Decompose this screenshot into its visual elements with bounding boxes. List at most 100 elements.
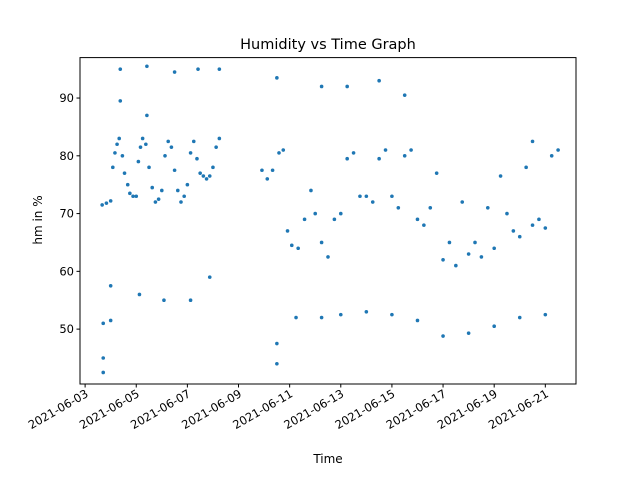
data-point (166, 139, 171, 144)
data-point (270, 168, 275, 173)
data-point (498, 174, 503, 178)
data-point (358, 194, 362, 199)
data-point (466, 331, 471, 335)
data-point (104, 201, 109, 205)
data-point (309, 188, 313, 193)
data-point (530, 139, 535, 144)
y-tick-label: 70 (59, 207, 74, 221)
data-point (364, 194, 369, 199)
y-tick-label: 50 (59, 322, 74, 336)
data-point (195, 156, 199, 161)
data-point (182, 194, 186, 199)
data-point (390, 312, 394, 317)
data-point (338, 211, 343, 216)
data-point (447, 240, 452, 245)
scatter-points (100, 64, 560, 375)
data-point (118, 99, 123, 103)
data-point (163, 154, 167, 158)
data-point (296, 246, 300, 251)
data-point (113, 151, 117, 155)
data-point (125, 182, 130, 187)
data-point (108, 318, 113, 323)
data-point (115, 142, 119, 147)
data-point (118, 67, 123, 71)
data-point (179, 200, 183, 204)
data-point (441, 334, 445, 338)
data-point (101, 356, 106, 360)
data-point (137, 292, 142, 297)
data-point (175, 188, 180, 193)
data-point (524, 165, 528, 170)
data-point (285, 229, 290, 233)
data-point (302, 217, 307, 222)
data-point (153, 200, 158, 204)
data-point (145, 113, 149, 118)
data-point (162, 298, 166, 303)
data-point (434, 171, 439, 175)
data-point (196, 67, 200, 71)
data-point (136, 159, 141, 164)
data-point (169, 145, 174, 149)
data-point (140, 136, 145, 141)
data-point (377, 156, 381, 161)
data-point (214, 145, 218, 149)
data-point (277, 151, 281, 155)
y-tick-label: 60 (59, 264, 74, 278)
data-point (517, 234, 522, 239)
data-point (345, 156, 349, 161)
data-point (313, 211, 318, 216)
data-point (326, 255, 330, 259)
data-point (466, 252, 471, 256)
x-axis-label: Time (312, 452, 342, 466)
data-point (549, 154, 554, 158)
data-point (345, 84, 349, 89)
plot-frame (79, 57, 577, 385)
data-point (111, 165, 115, 170)
data-point (530, 223, 535, 227)
data-point (204, 177, 209, 181)
y-axis-ticks: 50 60 70 80 90 (59, 91, 80, 336)
data-point (101, 370, 106, 375)
data-point (319, 84, 324, 89)
data-point (131, 194, 135, 199)
data-point (485, 206, 490, 210)
data-point (128, 191, 132, 196)
data-point (289, 243, 294, 248)
data-point (402, 93, 407, 97)
data-point (402, 154, 407, 158)
data-point (275, 361, 279, 366)
data-point (188, 298, 193, 303)
data-point (377, 78, 381, 83)
data-point (511, 229, 516, 233)
data-point (294, 315, 298, 320)
data-point (172, 70, 177, 74)
data-point (332, 217, 337, 222)
data-point (351, 151, 356, 155)
data-point (517, 315, 522, 320)
data-point (543, 226, 548, 230)
data-point (505, 211, 509, 216)
data-point (138, 145, 143, 149)
data-point (172, 168, 177, 173)
data-point (415, 217, 420, 222)
data-point (108, 199, 113, 203)
data-point (198, 171, 202, 175)
data-point (134, 194, 139, 199)
data-point (160, 188, 164, 193)
data-point (217, 67, 222, 71)
data-point (415, 318, 420, 323)
data-point (338, 312, 343, 317)
data-point (275, 76, 279, 80)
data-point (543, 312, 548, 317)
data-point (383, 148, 388, 152)
data-point (492, 246, 496, 251)
data-point (428, 206, 433, 210)
data-point (207, 275, 212, 279)
data-point (207, 174, 212, 178)
data-point (120, 154, 125, 158)
data-point (479, 255, 484, 259)
data-point (396, 206, 401, 210)
data-point (460, 200, 465, 204)
data-point (409, 148, 413, 152)
